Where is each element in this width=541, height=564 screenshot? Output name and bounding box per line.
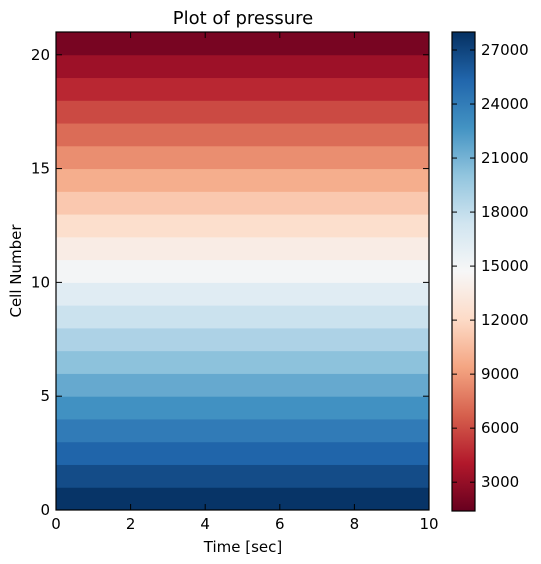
heatmap-cell (56, 396, 429, 420)
colorbar-tick-label: 6000 (481, 419, 519, 437)
x-tick-label: 10 (419, 515, 438, 533)
x-tick-label: 2 (126, 515, 136, 533)
colorbar-tick-label: 15000 (481, 257, 529, 275)
heatmap-cell (56, 100, 429, 124)
colorbar-tick-label: 24000 (481, 95, 529, 113)
heatmap-plot-area (56, 32, 429, 511)
heatmap-cell (56, 259, 429, 283)
heatmap-cell (56, 441, 429, 465)
heatmap-cell (56, 191, 429, 215)
colorbar (451, 31, 476, 512)
heatmap-cell (56, 145, 429, 170)
colorbar-axis: 3000 6000 9000 12000 15000 18000 21000 24000 270… (452, 41, 529, 491)
y-tick-label: 15 (31, 160, 50, 178)
heatmap-cell (56, 54, 429, 79)
colorbar-tick-label: 9000 (481, 365, 519, 383)
colorbar-tick-label: 21000 (481, 149, 529, 167)
colorbar-tick-label: 18000 (481, 203, 529, 221)
y-tick-label: 0 (40, 501, 50, 519)
heatmap-cell (56, 305, 429, 329)
y-axis-label: Cell Number (7, 224, 25, 318)
y-tick-label: 20 (31, 46, 50, 64)
heatmap-cell (56, 77, 429, 101)
heatmap-cell (56, 350, 429, 374)
x-tick-label: 0 (51, 515, 61, 533)
colorbar-tick-label: 27000 (481, 41, 529, 59)
heatmap-cell (56, 282, 429, 306)
heatmap-cell (56, 214, 429, 238)
colorbar-tick-label: 3000 (481, 473, 519, 491)
y-tick-label: 10 (31, 273, 50, 291)
colorbar-tick-label: 12000 (481, 311, 529, 329)
x-tick-label: 8 (350, 515, 360, 533)
chart-title: Plot of pressure (173, 8, 313, 29)
heatmap-cell (56, 236, 429, 261)
x-axis: 0 2 4 6 8 10 (51, 32, 439, 533)
x-tick-label: 6 (275, 515, 285, 533)
heatmap-cell (56, 327, 429, 352)
heatmap-cell (56, 32, 429, 56)
x-tick-label: 4 (200, 515, 210, 533)
heatmap-cell (56, 464, 429, 488)
heatmap-cell (56, 168, 429, 192)
y-axis: 0 5 10 15 20 (31, 46, 429, 519)
plot-frame (55, 31, 430, 511)
heatmap-cell (56, 373, 429, 397)
x-axis-label: Time [sec] (203, 538, 282, 556)
heatmap-cell (56, 418, 429, 443)
heatmap-cell (56, 123, 429, 147)
heatmap-cell (56, 487, 429, 511)
y-tick-label: 5 (40, 387, 50, 405)
